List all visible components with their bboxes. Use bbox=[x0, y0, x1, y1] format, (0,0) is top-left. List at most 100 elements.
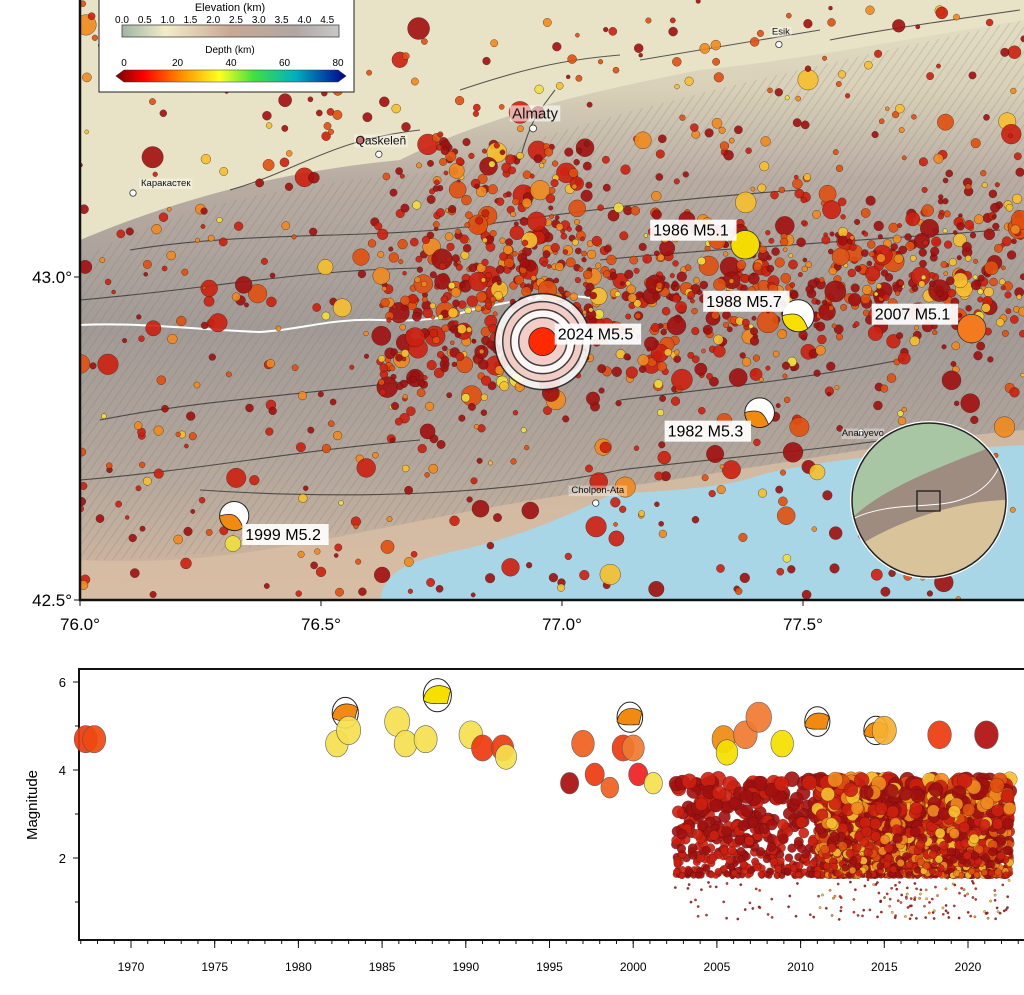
earthquake-marker bbox=[789, 416, 810, 437]
earthquake-marker bbox=[801, 589, 812, 600]
earthquake-marker bbox=[704, 128, 714, 138]
chart-point bbox=[883, 896, 886, 899]
depth-tick-label: 80 bbox=[332, 58, 344, 69]
earthquake-marker bbox=[586, 249, 597, 260]
earthquake-marker bbox=[690, 123, 699, 132]
chart-point bbox=[861, 826, 873, 838]
earthquake-marker bbox=[835, 164, 844, 173]
earthquake-marker bbox=[638, 510, 645, 517]
city-label-halo bbox=[139, 178, 193, 190]
earthquake-marker bbox=[638, 242, 647, 251]
chart-point bbox=[888, 904, 892, 908]
earthquake-marker bbox=[625, 313, 632, 320]
earthquake-marker bbox=[437, 131, 444, 138]
depth-tick-label: 0 bbox=[121, 58, 127, 69]
earthquake-marker bbox=[904, 233, 912, 241]
chart-point bbox=[712, 785, 727, 801]
earthquake-marker bbox=[569, 292, 578, 301]
earthquake-marker bbox=[450, 340, 455, 345]
earthquake-marker bbox=[401, 349, 410, 358]
chart-point bbox=[874, 802, 888, 816]
earthquake-marker bbox=[809, 464, 826, 481]
earthquake-marker bbox=[829, 526, 843, 540]
event-label-background bbox=[871, 303, 959, 325]
chart-point bbox=[854, 888, 857, 892]
earthquake-marker bbox=[629, 255, 639, 265]
earthquake-marker bbox=[661, 307, 671, 316]
chart-point bbox=[714, 868, 722, 876]
x-tick-label: 1970 bbox=[118, 960, 145, 974]
earthquake-marker bbox=[945, 169, 954, 178]
x-tick-label: 2000 bbox=[620, 960, 647, 974]
earthquake-marker bbox=[82, 72, 92, 83]
lon-tick-label: 76.5° bbox=[301, 615, 341, 634]
chart-point bbox=[924, 916, 928, 919]
earthquake-marker bbox=[244, 302, 249, 308]
earthquake-marker bbox=[200, 321, 209, 330]
chart-point bbox=[777, 818, 789, 831]
earthquake-marker bbox=[586, 391, 600, 406]
earthquake-marker bbox=[474, 183, 480, 190]
city-marker bbox=[375, 150, 383, 158]
chart-point bbox=[830, 914, 834, 917]
earthquake-marker bbox=[452, 299, 460, 308]
earthquake-marker bbox=[1012, 193, 1023, 204]
chart-point-notable bbox=[745, 701, 772, 733]
earthquake-marker bbox=[429, 302, 436, 309]
earthquake-marker bbox=[571, 183, 578, 190]
chart-point bbox=[865, 871, 873, 879]
chart-point-notable bbox=[584, 762, 605, 787]
earthquake-marker bbox=[788, 259, 798, 270]
earthquake-marker bbox=[321, 443, 332, 454]
earthquake-marker bbox=[412, 200, 422, 210]
earthquake-marker bbox=[402, 394, 408, 400]
earthquake-marker bbox=[945, 276, 955, 286]
chart-point bbox=[845, 849, 855, 858]
earthquake-marker bbox=[792, 118, 802, 128]
chart-point bbox=[770, 916, 774, 919]
earthquake-marker bbox=[782, 373, 788, 379]
elevation-tick-label: 3.0 bbox=[252, 15, 266, 26]
earthquake-marker bbox=[443, 170, 449, 176]
earthquake-marker bbox=[125, 227, 134, 236]
chart-point bbox=[769, 857, 778, 866]
chart-point bbox=[685, 867, 693, 875]
earthquake-marker bbox=[711, 311, 720, 320]
earthquake-marker bbox=[407, 17, 430, 40]
earthquake-marker bbox=[947, 288, 957, 298]
earthquake-marker bbox=[915, 24, 921, 30]
chart-point bbox=[676, 844, 686, 854]
earthquake-marker bbox=[633, 445, 640, 451]
earthquake-marker bbox=[782, 442, 804, 463]
earthquake-marker bbox=[484, 302, 493, 310]
earthquake-marker bbox=[248, 284, 268, 304]
earthquake-marker bbox=[909, 335, 920, 347]
earthquake-marker bbox=[1006, 250, 1017, 260]
chart-point bbox=[894, 871, 902, 879]
chart-point bbox=[833, 894, 837, 898]
elevation-tick-label: 1.5 bbox=[183, 15, 197, 26]
earthquake-marker bbox=[926, 590, 934, 597]
chart-point bbox=[827, 771, 843, 788]
map-frame bbox=[78, 0, 1024, 602]
earthquake-marker bbox=[1009, 387, 1020, 398]
earthquake-marker bbox=[496, 197, 505, 206]
earthquake-marker bbox=[638, 53, 643, 58]
earthquake-marker bbox=[441, 324, 450, 333]
earthquake-marker bbox=[684, 76, 694, 86]
earthquake-marker bbox=[394, 417, 403, 426]
earthquake-marker bbox=[356, 135, 365, 145]
chart-point bbox=[939, 840, 949, 851]
earthquake-marker bbox=[555, 223, 564, 231]
chart-point bbox=[703, 864, 711, 872]
chart-point bbox=[890, 910, 894, 914]
earthquake-marker bbox=[521, 197, 532, 208]
earthquake-marker bbox=[826, 361, 836, 371]
chart-point bbox=[953, 869, 960, 877]
earthquake-marker bbox=[937, 213, 945, 220]
seismicity-map: 2024 M5.5 1986 M5.1 1988 M5.7 2007 M5.1 1982… bbox=[32, 0, 1024, 634]
chart-point bbox=[788, 894, 792, 898]
earthquake-marker bbox=[977, 274, 985, 282]
chart-point bbox=[944, 904, 948, 907]
earthquake-marker bbox=[574, 218, 581, 225]
